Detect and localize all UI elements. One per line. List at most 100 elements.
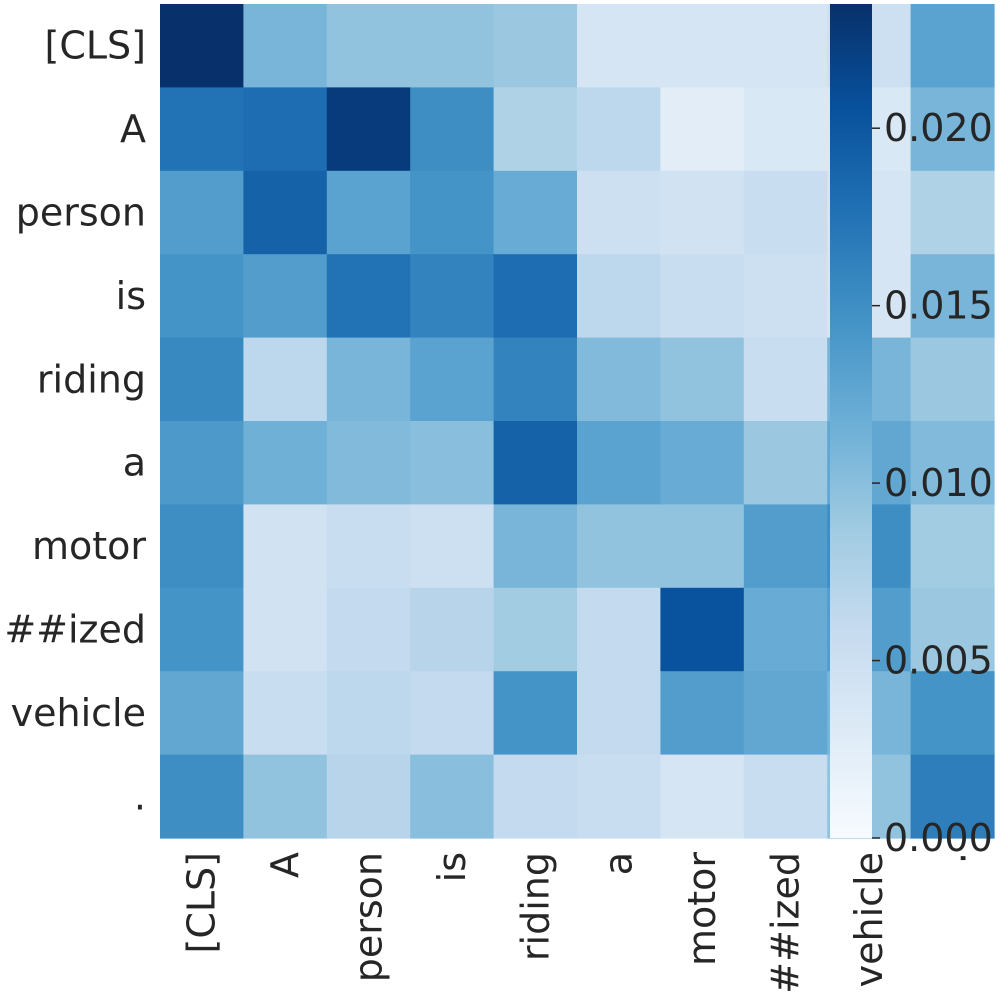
colorbar — [830, 4, 872, 838]
column-label: motor — [680, 852, 724, 966]
heatmap-cell-r4-c5 — [577, 337, 661, 422]
column-label: riding — [513, 852, 557, 961]
heatmap-cell-r7-c0 — [160, 587, 244, 672]
heatmap-cell-r0-c0 — [160, 4, 244, 88]
row-label: A — [120, 107, 146, 151]
heatmap-cell-r8-c9 — [910, 671, 995, 756]
heatmap-cell-r9-c3 — [410, 754, 495, 839]
heatmap-cell-r1-c3 — [410, 87, 495, 172]
heatmap-cell-r3-c5 — [577, 254, 661, 339]
colorbar-tick-label: 0.020 — [884, 106, 993, 150]
row-label: vehicle — [11, 691, 146, 735]
column-label: person — [347, 852, 391, 982]
heatmap-cell-r5-c2 — [326, 421, 411, 505]
heatmap-cell-r2-c2 — [326, 170, 411, 255]
column-label: A — [263, 852, 307, 878]
heatmap-cell-r0-c1 — [243, 4, 328, 88]
heatmap-cell-r3-c9 — [910, 254, 995, 339]
row-label: person — [16, 191, 146, 235]
row-label: ##ized — [4, 608, 146, 652]
heatmap-cell-r1-c5 — [577, 87, 661, 172]
heatmap-cell-r9-c6 — [660, 754, 745, 839]
heatmap-cell-r2-c1 — [243, 170, 328, 255]
heatmap-cell-r9-c5 — [577, 754, 661, 839]
heatmap-cell-r9-c1 — [243, 754, 328, 839]
heatmap-cell-r8-c1 — [243, 671, 328, 756]
heatmap-cell-r6-c1 — [243, 504, 328, 589]
heatmap-cell-r0-c4 — [493, 4, 578, 88]
heatmap-cell-r4-c1 — [243, 337, 328, 422]
heatmap-cell-r6-c5 — [577, 504, 661, 589]
heatmap-cell-r6-c0 — [160, 504, 244, 589]
heatmap-cell-r0-c6 — [660, 4, 745, 88]
column-label: . — [930, 852, 974, 864]
heatmap-cell-r3-c4 — [493, 254, 578, 339]
heatmap-cell-r7-c6 — [660, 587, 745, 672]
heatmap-cell-r1-c6 — [660, 87, 745, 172]
heatmap-cell-r7-c3 — [410, 587, 495, 672]
heatmap-cell-r5-c6 — [660, 421, 745, 505]
heatmap-cell-r6-c2 — [326, 504, 411, 589]
heatmap-cell-r7-c9 — [910, 587, 995, 672]
heatmap-cell-r4-c9 — [910, 337, 995, 422]
column-label: is — [430, 852, 474, 882]
column-label: a — [597, 852, 641, 875]
heatmap-cell-r6-c4 — [493, 504, 578, 589]
heatmap-cell-r2-c4 — [493, 170, 578, 255]
heatmap-cell-r5-c5 — [577, 421, 661, 505]
heatmap-cell-r8-c4 — [493, 671, 578, 756]
colorbar-tick-label: 0.000 — [884, 816, 993, 860]
heatmap-cell-r8-c7 — [743, 671, 828, 756]
heatmap-cell-r6-c9 — [910, 504, 995, 589]
heatmap-cell-r3-c1 — [243, 254, 328, 339]
heatmap-cell-r6-c7 — [743, 504, 828, 589]
heatmap-cell-r4-c3 — [410, 337, 495, 422]
heatmap-cell-r5-c4 — [493, 421, 578, 505]
heatmap-cell-r8-c6 — [660, 671, 745, 756]
heatmap-cell-r4-c0 — [160, 337, 244, 422]
heatmap-cell-r1-c0 — [160, 87, 244, 172]
heatmap-cell-r1-c9 — [910, 87, 995, 172]
row-label: a — [123, 441, 146, 485]
heatmap-cell-r8-c0 — [160, 671, 244, 756]
heatmap-cell-r9-c9 — [910, 754, 995, 839]
heatmap-cell-r1-c1 — [243, 87, 328, 172]
heatmap-cell-r1-c4 — [493, 87, 578, 172]
heatmap-cell-r0-c3 — [410, 4, 495, 88]
heatmap-cell-r8-c2 — [326, 671, 411, 756]
heatmap-cell-r3-c6 — [660, 254, 745, 339]
heatmap-cell-r9-c4 — [493, 754, 578, 839]
heatmap-cell-r2-c0 — [160, 170, 244, 255]
row-label: motor — [32, 524, 146, 568]
heatmap-cell-r4-c2 — [326, 337, 411, 422]
colorbar-ticks: 0.000 0.005 0.010 0.015 0.020 — [872, 106, 993, 860]
heatmap-cell-r0-c2 — [326, 4, 411, 88]
heatmap-cell-r0-c5 — [577, 4, 661, 88]
heatmap-cell-r7-c7 — [743, 587, 828, 672]
heatmap-cell-r5-c3 — [410, 421, 495, 505]
heatmap-cell-r2-c9 — [910, 170, 995, 255]
heatmap-cell-r7-c2 — [326, 587, 411, 672]
heatmap-cell-r2-c6 — [660, 170, 745, 255]
heatmap-cell-r5-c7 — [743, 421, 828, 505]
heatmap-cell-r9-c7 — [743, 754, 828, 839]
heatmap-cell-r6-c3 — [410, 504, 495, 589]
heatmap-cell-r4-c7 — [743, 337, 828, 422]
column-label: ##ized — [764, 852, 808, 994]
heatmap-cell-r4-c6 — [660, 337, 745, 422]
heatmap-cell-r7-c1 — [243, 587, 328, 672]
heatmap-cell-r8-c3 — [410, 671, 495, 756]
heatmap-cell-r2-c5 — [577, 170, 661, 255]
colorbar-tick-label: 0.010 — [884, 461, 993, 505]
column-label: [CLS] — [180, 852, 224, 953]
heatmap-cell-r4-c4 — [493, 337, 578, 422]
heatmap-cell-r7-c4 — [493, 587, 578, 672]
heatmap-cell-r3-c3 — [410, 254, 495, 339]
column-label: vehicle — [847, 852, 891, 987]
colorbar-tick-label: 0.005 — [884, 639, 993, 683]
heatmap-cell-r0-c7 — [743, 4, 828, 88]
heatmap-cell-r1-c2 — [326, 87, 411, 172]
